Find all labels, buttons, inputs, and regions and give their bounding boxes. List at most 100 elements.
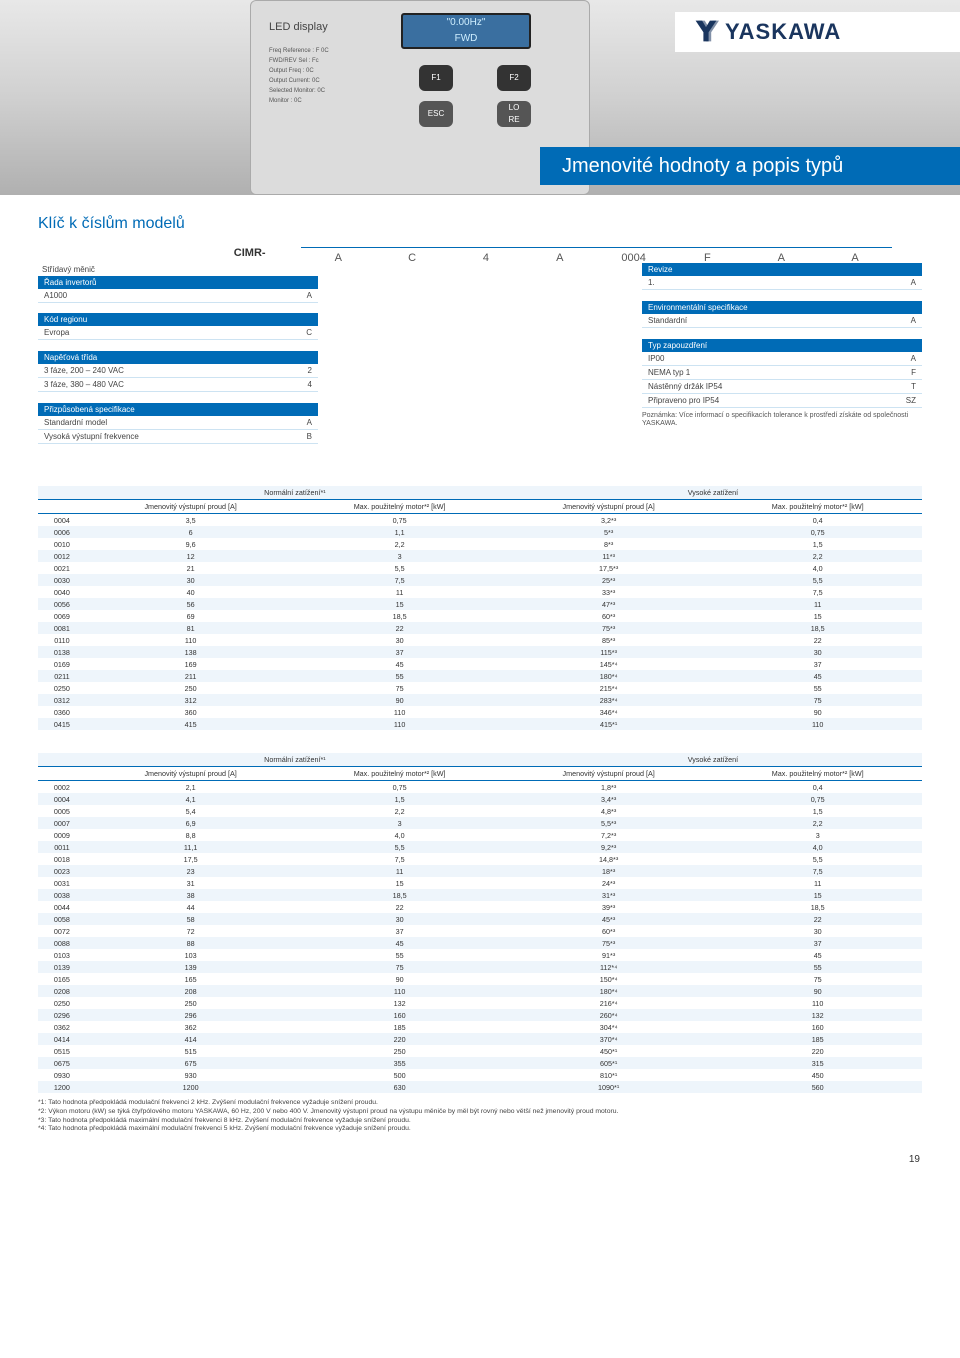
- table-row: 0515515250450*¹220: [38, 1045, 922, 1057]
- model-key-diagram: CIMR-AC4A0004FAA Střídavý měnič Řada inv…: [38, 247, 922, 467]
- table-row: 0021215,517,5*³4,0: [38, 562, 922, 574]
- section-title: Klíč k číslům modelů: [38, 215, 922, 233]
- region-title: Kód regionu: [38, 313, 318, 326]
- table-row: 0056561547*³11: [38, 598, 922, 610]
- table-row: 0072723760*³30: [38, 925, 922, 937]
- table-row: 013813837115*³30: [38, 646, 922, 658]
- table-row: 00055,42,24,8*³1,5: [38, 805, 922, 817]
- cimr-code-row: CIMR-AC4A0004FAA: [198, 247, 892, 264]
- table-row: 031231290283*⁴75: [38, 694, 922, 706]
- footnote: *2: Výkon motoru (kW) se týká čtyřpólové…: [38, 1108, 922, 1117]
- table-row: 0040401133*³7,5: [38, 586, 922, 598]
- mini-table-row: A1000A: [38, 289, 318, 303]
- logo-band: YASKAWA: [675, 12, 960, 52]
- table-row: 00022,10,751,8*³0,4: [38, 781, 922, 794]
- yaskawa-logo-icon: [693, 18, 719, 46]
- env-box: Environmentální specifikace StandardníA: [642, 301, 922, 328]
- revision-title: Revize: [642, 263, 922, 276]
- column-header: Max. použitelný motor*² [kW]: [713, 767, 922, 781]
- table-row: 0088884575*³37: [38, 937, 922, 949]
- table-row: 0930930500810*¹450: [38, 1069, 922, 1081]
- voltage-box: Napěťová třída 3 fáze, 200 – 240 VAC23 f…: [38, 351, 318, 392]
- table-row: 0415415110415*¹110: [38, 718, 922, 730]
- cimr-segment: C: [375, 247, 449, 264]
- inverter-box: Střídavý měnič Řada invertorů A1000A: [38, 263, 318, 303]
- enclosure-box: Typ zapouzdření IP00ANEMA typ 1FNástěnný…: [642, 339, 922, 429]
- table-row: 00098,84,07,2*³3: [38, 829, 922, 841]
- table-row: 0031311524*³11: [38, 877, 922, 889]
- column-header: Max. použitelný motor*² [kW]: [295, 500, 504, 514]
- table-row: 00076,935,5*³2,2: [38, 817, 922, 829]
- table-row: 0081812275*³18,5: [38, 622, 922, 634]
- f2-button: F2: [497, 65, 531, 91]
- table400-normal: Normální zatížení*¹: [86, 753, 504, 767]
- device-param-rows: Freq Reference : F 0CFWD/REV Sel : FcOut…: [269, 46, 329, 106]
- lcd-line1: "0.00Hz": [403, 15, 529, 31]
- mini-table-row: NEMA typ 1F: [642, 366, 922, 380]
- title-bar: Jmenovité hodnoty a popis typů: [540, 147, 960, 185]
- table-row: 00109,62,28*³1,5: [38, 538, 922, 550]
- inverter-subtitle: Řada invertorů: [38, 276, 318, 289]
- mini-table-row: Připraveno pro IP54SZ: [642, 394, 922, 408]
- table-400v: 400 V Normální zatížení*¹Vysoké zatížení…: [38, 740, 922, 1093]
- header-image: "0.00Hz" FWD LED display Freq Reference …: [0, 0, 960, 195]
- table400-heavy: Vysoké zatížení: [504, 753, 922, 767]
- cimr-segment: A: [523, 247, 597, 264]
- page-number: 19: [0, 1146, 960, 1173]
- cimr-segment: 4: [449, 247, 523, 264]
- table-row: 001817,57,514,8*³5,5: [38, 853, 922, 865]
- inverter-title: Střídavý měnič: [38, 263, 318, 276]
- table-row: 0414414220370*⁴185: [38, 1033, 922, 1045]
- lcd-line2: FWD: [403, 31, 529, 47]
- column-header: Jmenovitý výstupní proud [A]: [504, 500, 713, 514]
- footnote: *1: Tato hodnota předpokládá modulační f…: [38, 1099, 922, 1108]
- cimr-segment: A: [301, 247, 375, 264]
- device-lcd: "0.00Hz" FWD: [401, 13, 531, 49]
- footnote: *4: Tato hodnota předpokládá maximální m…: [38, 1125, 922, 1134]
- cimr-segment: CIMR-: [198, 247, 301, 264]
- device-label: LED display: [269, 21, 328, 33]
- table-row: 0675675355605*¹315: [38, 1057, 922, 1069]
- table-row: 0058583045*³22: [38, 913, 922, 925]
- table-row: 120012006301090*¹560: [38, 1081, 922, 1093]
- table-row: 00696918,560*³15: [38, 610, 922, 622]
- mini-table-row: Nástěnný držák IP54T: [642, 380, 922, 394]
- mini-table-row: IP00A: [642, 352, 922, 366]
- mini-table-row: 3 fáze, 380 – 480 VAC4: [38, 378, 318, 392]
- table-row: 000661,15*³0,75: [38, 526, 922, 538]
- table-row: 00383818,531*³15: [38, 889, 922, 901]
- mini-table-row: 1.A: [642, 276, 922, 290]
- revision-box: Revize 1.A: [642, 263, 922, 290]
- table-row: 0296296160260*⁴132: [38, 1009, 922, 1021]
- enclosure-title: Typ zapouzdření: [642, 339, 922, 352]
- cimr-segment: A: [818, 247, 892, 264]
- cimr-segment: F: [671, 247, 745, 264]
- mini-table-row: Standardní modelA: [38, 416, 318, 430]
- custom-title: Přizpůsobená specifikace: [38, 403, 318, 416]
- table-row: 0362362185304*⁴160: [38, 1021, 922, 1033]
- column-header: Max. použitelný motor*² [kW]: [295, 767, 504, 781]
- esc-button: ESC: [419, 101, 453, 127]
- table-row: 016516590150*⁴75: [38, 973, 922, 985]
- lo-re-button: LO RE: [497, 101, 531, 127]
- table-row: 00044,11,53,4*³0,75: [38, 793, 922, 805]
- mini-table-row: 3 fáze, 200 – 240 VAC2: [38, 364, 318, 378]
- table-row: 025025075215*⁴55: [38, 682, 922, 694]
- f1-button: F1: [419, 65, 453, 91]
- voltage-title: Napěťová třída: [38, 351, 318, 364]
- logo-text: YASKAWA: [725, 19, 841, 45]
- table200-header: 200 V: [38, 473, 922, 486]
- table-row: 00043,50,753,2*³0,4: [38, 514, 922, 527]
- device-mockup: "0.00Hz" FWD LED display Freq Reference …: [250, 0, 590, 195]
- table-row: 0208208110180*⁴90: [38, 985, 922, 997]
- table-200v: 200 V Normální zatížení*¹Vysoké zatížení…: [38, 473, 922, 730]
- env-title: Environmentální specifikace: [642, 301, 922, 314]
- footnote: *3: Tato hodnota předpokládá maximální m…: [38, 1117, 922, 1126]
- banner-title: Jmenovité hodnoty a popis typů: [562, 155, 843, 178]
- table-row: 021121155180*⁴45: [38, 670, 922, 682]
- cimr-segment: A: [744, 247, 818, 264]
- table200-normal: Normální zatížení*¹: [86, 486, 504, 500]
- mini-table-row: EvropaC: [38, 326, 318, 340]
- column-header: Jmenovitý výstupní proud [A]: [86, 500, 295, 514]
- column-header: Max. použitelný motor*² [kW]: [713, 500, 922, 514]
